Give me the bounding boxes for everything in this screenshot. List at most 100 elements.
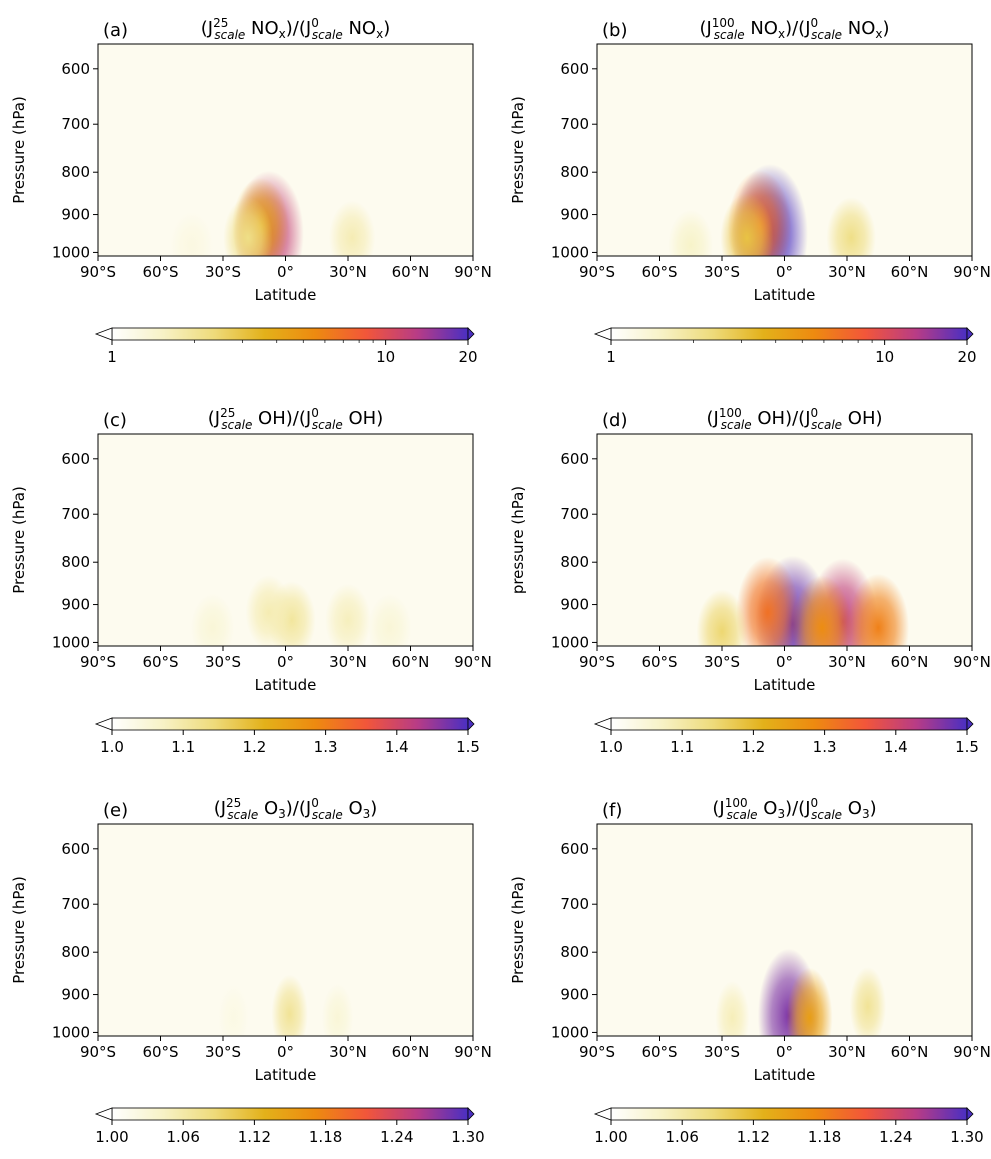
heatmap-cell <box>720 193 774 256</box>
heatmap-field <box>170 170 376 256</box>
colorbar-tick-label: 1 <box>107 348 117 366</box>
x-tick-label: 0° <box>776 653 793 671</box>
panel-a: 600 700 800 900 1000 90°S 60°S 30°S 0° 30°N 60°N 90… <box>10 16 492 366</box>
panel-letter: (b) <box>602 20 627 41</box>
panel-title: (J25 scale OH)/(J0 scale OH) <box>208 406 383 432</box>
y-axis-label: Pressure (hPa) <box>509 96 527 204</box>
y-tick-label: 900 <box>560 986 589 1004</box>
colorbar-tick-label: 1.12 <box>238 1128 271 1146</box>
y-tick-label: 800 <box>560 553 589 571</box>
x-tick-label: 60°N <box>891 263 929 281</box>
y-tick-label: 800 <box>61 163 90 181</box>
heatmap-cell <box>271 974 308 1036</box>
y-tick-label: 1000 <box>52 243 90 261</box>
colorbar-tick-label: 20 <box>957 348 976 366</box>
x-tick-label: 30°S <box>704 263 740 281</box>
colorbar-tick-label: 1.18 <box>309 1128 342 1146</box>
x-tick-label: 0° <box>277 653 294 671</box>
x-tick-label: 90°N <box>454 1043 492 1061</box>
colorbar-tick-label: 1.0 <box>100 738 124 756</box>
panel-letter: (a) <box>103 20 128 41</box>
y-tick-label: 600 <box>61 840 90 858</box>
colorbar-extend-right <box>467 717 475 731</box>
heatmap-cell <box>218 985 249 1036</box>
y-tick-label: 900 <box>61 986 90 1004</box>
x-axis-label: Latitude <box>255 286 317 304</box>
colorbar-extend-left <box>94 717 113 731</box>
colorbar-extend-left <box>593 1107 612 1121</box>
colorbar-tick-label: 1.30 <box>950 1128 983 1146</box>
colorbar-tick-label: 1.5 <box>955 738 979 756</box>
x-axis-label: Latitude <box>754 1066 816 1084</box>
colorbar-extend-right <box>966 1107 974 1121</box>
x-tick-label: 60°S <box>142 263 178 281</box>
colorbar-extend-right <box>966 717 974 731</box>
y-tick-label: 900 <box>560 596 589 614</box>
x-tick-label: 90°N <box>953 263 991 281</box>
colorbar-extend-right <box>467 1107 475 1121</box>
y-axis-label: pressure (hPa) <box>509 486 527 594</box>
x-tick-label: 90°N <box>454 263 492 281</box>
colorbar: 1.0 1.1 1.2 1.3 1.4 1.5 <box>94 717 480 756</box>
y-tick-label: 900 <box>560 206 589 224</box>
x-tick-label: 90°S <box>579 653 615 671</box>
colorbar-tick-label: 1.0 <box>599 738 623 756</box>
y-tick-label: 700 <box>61 895 90 913</box>
y-tick-label: 1000 <box>551 243 589 261</box>
panel-d: 600 700 800 900 1000 90°S 60°S 30°S 0° 30°N 60°N 90… <box>509 406 991 756</box>
colorbar-tick-label: 1 <box>606 348 616 366</box>
heatmap-cell <box>715 981 750 1036</box>
colorbar-tick-label: 1.24 <box>879 1128 912 1146</box>
heatmap-cell <box>325 583 371 646</box>
x-tick-label: 60°N <box>392 263 430 281</box>
x-tick-label: 90°S <box>80 1043 116 1061</box>
x-tick-label: 60°S <box>641 1043 677 1061</box>
y-tick-label: 900 <box>61 206 90 224</box>
colorbar-tick-label: 1.2 <box>242 738 266 756</box>
x-tick-label: 60°N <box>891 653 929 671</box>
heatmap-cell <box>668 209 714 256</box>
colorbar-extend-right <box>966 327 974 341</box>
x-tick-label: 30°N <box>828 653 866 671</box>
heatmap-cell <box>847 573 910 646</box>
colorbar: 1 10 20 <box>593 327 977 366</box>
x-tick-label: 90°S <box>80 263 116 281</box>
panel-title: (J25 scale O3)/(J0 scale O3) <box>214 796 378 822</box>
x-tick-label: 0° <box>776 263 793 281</box>
y-axis-label: Pressure (hPa) <box>10 96 28 204</box>
colorbar-extend-left <box>593 717 612 731</box>
colorbar-extend-left <box>593 327 612 341</box>
y-tick-label: 700 <box>560 505 589 523</box>
colorbar-tick-label: 10 <box>376 348 395 366</box>
panel-title: (J100 scale NOx)/(J0 scale NOx) <box>699 16 889 42</box>
heatmap-cell <box>328 200 376 256</box>
heatmap-cell <box>190 593 235 646</box>
x-tick-label: 60°S <box>641 653 677 671</box>
heatmap-cell <box>170 212 214 256</box>
heatmap-field <box>190 575 412 646</box>
y-tick-label: 600 <box>560 60 589 78</box>
x-tick-label: 30°S <box>205 653 241 671</box>
x-axis-label: Latitude <box>255 676 317 694</box>
y-tick-label: 1000 <box>52 1023 90 1041</box>
colorbar-tick-label: 1.5 <box>456 738 480 756</box>
x-tick-label: 90°S <box>579 1043 615 1061</box>
x-tick-label: 0° <box>277 263 294 281</box>
colorbar-gradient <box>610 327 968 341</box>
y-tick-label: 600 <box>560 840 589 858</box>
heatmap-cell <box>223 197 273 256</box>
y-tick-label: 1000 <box>551 1023 589 1041</box>
colorbar-tick-label: 1.3 <box>813 738 837 756</box>
colorbar: 1 10 20 <box>94 327 478 366</box>
colorbar-extend-left <box>94 327 113 341</box>
heatmap-cell <box>245 575 293 646</box>
colorbar-tick-label: 1.00 <box>594 1128 627 1146</box>
x-tick-label: 90°S <box>80 653 116 671</box>
colorbar-tick-label: 1.18 <box>808 1128 841 1146</box>
y-tick-label: 700 <box>61 505 90 523</box>
x-tick-label: 60°S <box>142 653 178 671</box>
y-tick-label: 600 <box>61 450 90 468</box>
x-tick-label: 30°N <box>828 263 866 281</box>
x-tick-label: 90°N <box>953 1043 991 1061</box>
x-tick-label: 30°N <box>329 653 367 671</box>
